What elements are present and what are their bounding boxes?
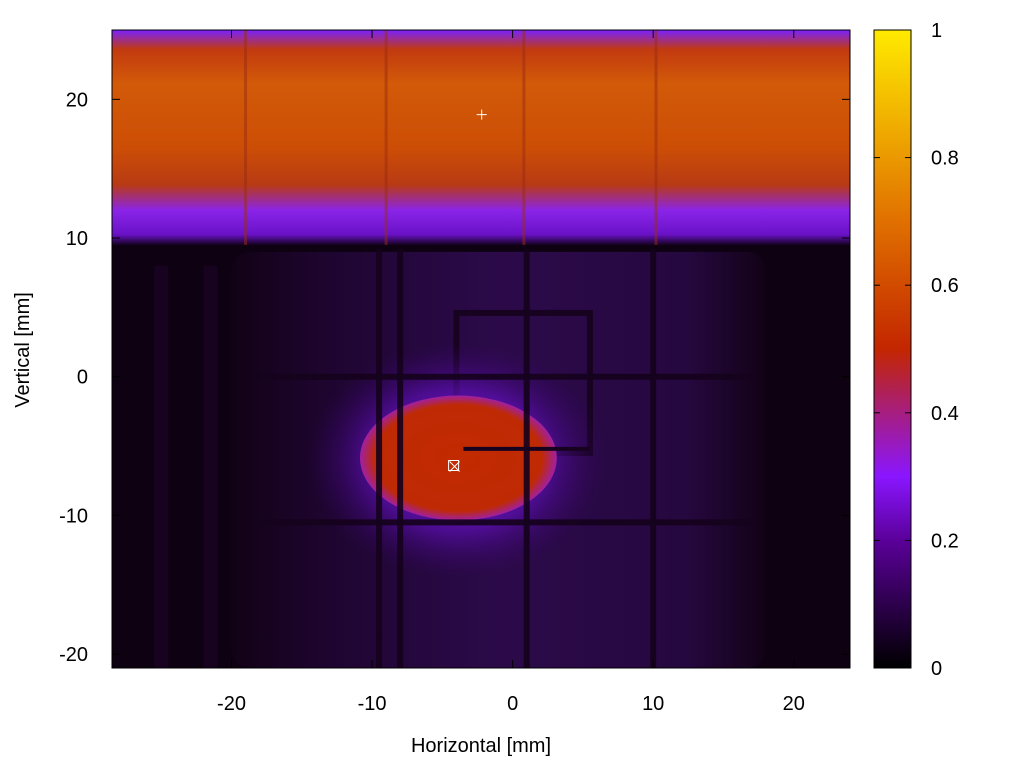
colorbar-tick-label: 0 [931, 658, 942, 680]
x-tick-label: -20 [217, 693, 246, 715]
colorbar-ticks: 0 0.2 0.4 0.6 0.8 1 [874, 20, 959, 680]
marker-plus [476, 109, 487, 120]
marker-x [449, 461, 460, 472]
colorbar-tick-label: 1 [931, 20, 942, 42]
colorbar-gradient [873, 29, 912, 669]
colorbar: 0 0.2 0.4 0.6 0.8 1 [873, 20, 959, 680]
bright-band [112, 30, 850, 245]
colorbar-tick-label: 0.6 [931, 275, 959, 297]
hotspot [360, 395, 557, 521]
heatmap-image [112, 30, 850, 668]
y-tick-label: -10 [59, 505, 88, 527]
markers [448, 109, 487, 472]
colorbar-tick-label: 0.4 [931, 403, 959, 425]
plot-frame [111, 29, 851, 669]
x-tick-label: 0 [507, 693, 518, 715]
marker-square [448, 460, 460, 472]
x-tick-label: -10 [358, 693, 387, 715]
y-tick-label: 20 [66, 89, 88, 111]
y-axis: -20 -10 0 10 20 [59, 89, 850, 666]
heatmap-stripe [154, 265, 169, 668]
y-tick-label: -20 [59, 644, 88, 666]
x-tick-label: 10 [642, 693, 664, 715]
x-tick-label: 20 [783, 693, 805, 715]
y-tick-label: 10 [66, 228, 88, 250]
x-axis: -20 -10 0 10 20 [217, 30, 805, 715]
colorbar-tick-label: 0.2 [931, 530, 959, 552]
colorbar-tick-label: 0.8 [931, 148, 959, 170]
y-axis-label: Vertical [mm] [12, 292, 34, 408]
y-tick-label: 0 [77, 367, 88, 389]
x-axis-label: Horizontal [mm] [411, 735, 551, 757]
heatmap-stripe [203, 265, 218, 668]
